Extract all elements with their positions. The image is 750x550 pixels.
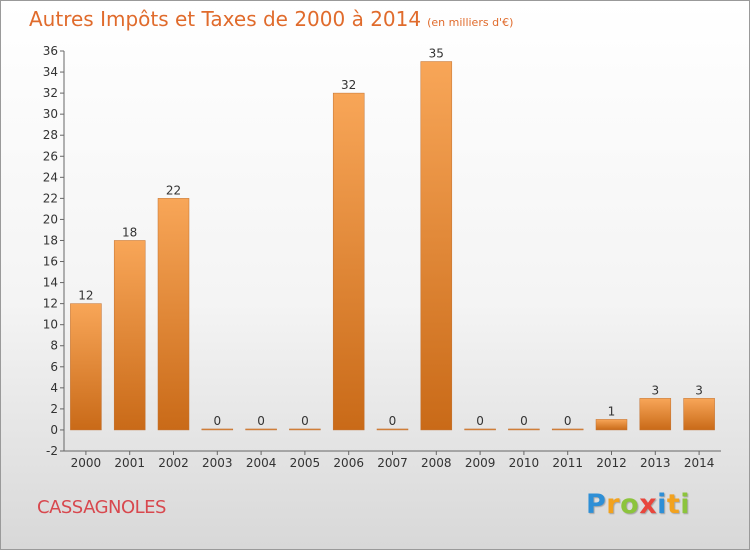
bar-value-label: 0 (564, 414, 572, 428)
bar (639, 398, 672, 431)
bar-value-label: 32 (341, 78, 356, 92)
bar (376, 428, 409, 431)
bars: 12 18 22 0 0 0 32 0 35 0 0 0 1 3 3 (70, 47, 715, 431)
bar (289, 428, 321, 431)
y-tick-label: 34 (43, 65, 58, 79)
y-tick-label: 14 (43, 276, 58, 290)
x-tick-label: 2012 (596, 456, 627, 470)
chart-title: Autres Impôts et Taxes de 2000 à 2014 (en… (29, 7, 513, 31)
x-axis: 2000 2001 2002 2003 2004 2005 2006 2007 2008 2009… (64, 450, 721, 470)
bar (201, 428, 234, 431)
y-tick-label: -2 (46, 444, 58, 458)
x-tick-label: 2001 (114, 456, 145, 470)
bar (683, 398, 715, 431)
chart-subtitle: (en milliers d'€) (427, 16, 514, 29)
y-tick-label: 30 (43, 107, 58, 121)
y-tick-label: 24 (43, 170, 58, 184)
place-name: CASSAGNOLES (37, 497, 166, 518)
x-tick-label: 2006 (333, 456, 364, 470)
y-tick-label: 20 (43, 212, 58, 226)
bar-value-label: 22 (166, 183, 181, 197)
y-tick-label: 2 (50, 402, 58, 416)
logo-letter: i (657, 489, 667, 520)
y-tick-label: 10 (43, 318, 58, 332)
bar-value-label: 0 (389, 414, 397, 428)
bar-value-label: 0 (476, 414, 484, 428)
bar-value-label: 3 (695, 383, 703, 397)
logo-letter: t (666, 489, 681, 520)
bar-value-label: 0 (213, 414, 221, 428)
y-tick-label: 6 (50, 360, 58, 374)
bar-value-label: 0 (520, 414, 528, 428)
title-text: Autres Impôts et Taxes de 2000 à 2014 (29, 7, 422, 31)
x-tick-label: 2004 (246, 456, 277, 470)
y-tick-label: 26 (43, 149, 58, 163)
y-tick-label: 12 (43, 297, 58, 311)
logo-letter: o (620, 489, 640, 520)
bar-value-label: 3 (651, 383, 659, 397)
bar (551, 428, 584, 431)
y-tick-label: 18 (43, 233, 58, 247)
logo-letter: i (680, 489, 691, 520)
proxiti-logo: Proxiti (586, 489, 690, 520)
x-tick-label: 2002 (158, 456, 189, 470)
bar (420, 61, 453, 431)
x-tick-label: 2013 (640, 456, 671, 470)
x-tick-label: 2010 (509, 456, 540, 470)
bar-value-label: 35 (429, 47, 444, 61)
bar-value-label: 0 (301, 414, 309, 428)
x-tick-label: 2014 (684, 456, 715, 470)
bar (464, 428, 496, 431)
x-tick-label: 2003 (202, 456, 233, 470)
bar (157, 198, 190, 431)
bar-value-label: 0 (257, 414, 265, 428)
y-tick-label: 8 (50, 339, 58, 353)
bar (113, 240, 146, 431)
x-tick-label: 2005 (290, 456, 321, 470)
y-tick-label: 32 (43, 86, 58, 100)
bar (595, 419, 628, 431)
y-tick-label: 16 (43, 255, 58, 269)
bar (332, 92, 365, 431)
x-tick-label: 2000 (71, 456, 102, 470)
x-tick-label: 2011 (552, 456, 583, 470)
y-tick-label: 4 (50, 381, 58, 395)
bar (70, 303, 102, 431)
x-tick-label: 2009 (465, 456, 496, 470)
bar-value-label: 18 (122, 225, 137, 239)
logo-letter: P (586, 489, 607, 520)
logo-letter: x (639, 489, 658, 520)
bar-value-label: 1 (608, 404, 616, 418)
x-tick-label: 2008 (421, 456, 452, 470)
logo-letter: r (606, 489, 621, 520)
y-tick-label: 22 (43, 191, 58, 205)
bar (508, 428, 540, 431)
x-tick-label: 2007 (377, 456, 408, 470)
y-tick-label: 0 (50, 423, 58, 437)
bar (245, 428, 277, 431)
y-tick-label: 28 (43, 128, 58, 142)
y-tick-label: 36 (43, 44, 58, 58)
bar-value-label: 12 (78, 289, 93, 303)
